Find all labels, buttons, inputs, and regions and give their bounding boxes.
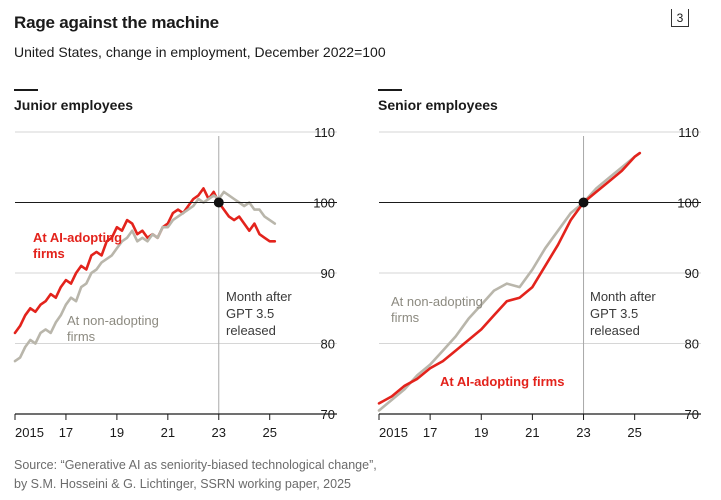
senior-event-label: Month after xyxy=(590,289,656,304)
senior-x-tick-label: 2015 xyxy=(379,425,408,440)
junior-x-tick-label: 23 xyxy=(212,425,226,440)
senior-non_ai-series-line xyxy=(377,151,642,412)
junior-ai-series-label: At AI-adopting xyxy=(33,230,122,245)
senior-y-tick-label: 80 xyxy=(685,337,699,352)
right-panel-rule xyxy=(378,89,402,91)
junior-y-tick-label: 90 xyxy=(321,266,335,281)
chart-subtitle: United States, change in employment, Dec… xyxy=(14,44,386,60)
senior-y-tick-label: 110 xyxy=(678,125,699,140)
page-number-badge: 3 xyxy=(671,9,689,27)
senior-x-tick-label: 17 xyxy=(423,425,437,440)
chart-title: Rage against the machine xyxy=(14,13,219,32)
junior-y-tick-label: 110 xyxy=(314,125,335,140)
junior-x-tick-label: 25 xyxy=(262,425,276,440)
junior-event-label: Month after xyxy=(226,289,292,304)
senior-x-tick-label: 23 xyxy=(576,425,590,440)
junior-non_ai-series-line xyxy=(13,190,277,363)
right-panel-title: Senior employees xyxy=(378,97,498,113)
senior-non_ai-series-label: At non-adopting xyxy=(391,294,483,309)
senior-non_ai-series-label: firms xyxy=(391,310,420,325)
junior-ai-series-line xyxy=(13,187,277,335)
senior-x-tick-label: 19 xyxy=(474,425,488,440)
junior-x-tick-label: 17 xyxy=(59,425,73,440)
senior-event-label: released xyxy=(590,323,640,338)
junior-event-label: released xyxy=(226,323,276,338)
senior-event-dot xyxy=(578,197,589,208)
junior-event-label: GPT 3.5 xyxy=(226,306,274,321)
left-panel-rule xyxy=(14,89,38,91)
junior-event-dot xyxy=(213,197,224,208)
left-panel-title: Junior employees xyxy=(14,97,134,113)
senior-x-tick-label: 21 xyxy=(525,425,539,440)
junior-x-tick-label: 21 xyxy=(161,425,175,440)
senior-event-label: GPT 3.5 xyxy=(590,306,638,321)
junior-non_ai-series-label: firms xyxy=(67,329,96,344)
junior-non_ai-series-label: At non-adopting xyxy=(67,313,159,328)
senior-y-tick-label: 90 xyxy=(685,266,699,281)
source-line-2: by S.M. Hosseini & G. Lichtinger, SSRN w… xyxy=(14,477,351,491)
senior-x-tick-label: 25 xyxy=(627,425,641,440)
senior-ai-series-label: At AI-adopting firms xyxy=(440,374,564,389)
source-line-1: Source: “Generative AI as seniority-bias… xyxy=(14,458,377,472)
junior-x-tick-label: 2015 xyxy=(15,425,44,440)
source-note: Source: “Generative AI as seniority-bias… xyxy=(14,456,377,494)
junior-y-tick-label: 80 xyxy=(321,337,335,352)
senior-ai-series-line xyxy=(377,151,642,405)
junior-x-tick-label: 19 xyxy=(110,425,124,440)
junior-ai-series-label: firms xyxy=(33,246,65,261)
